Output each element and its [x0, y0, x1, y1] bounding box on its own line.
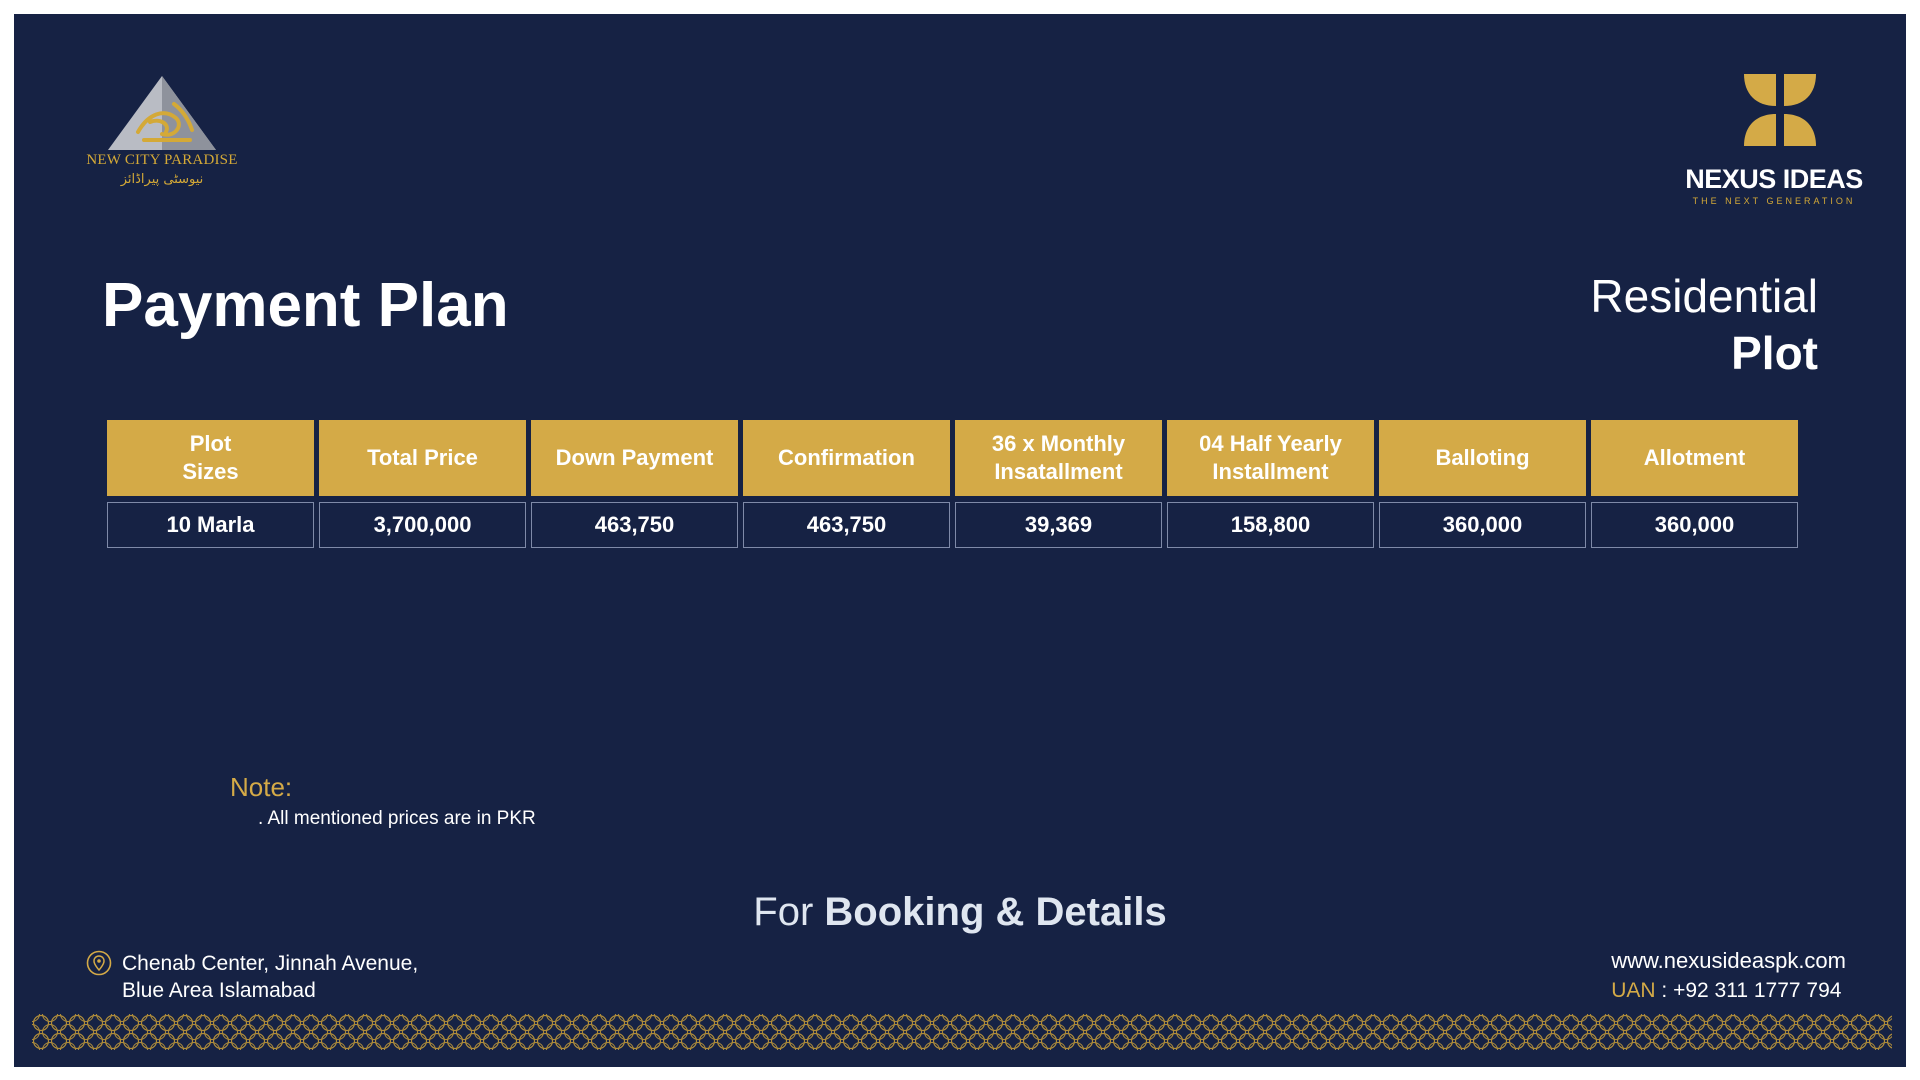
left-logo-english-text: NEW CITY PARADISE	[86, 152, 238, 168]
payment-plan-poster: NEW CITY PARADISE نیوسٹی پیراڈائز NEXUS …	[14, 14, 1906, 1067]
contact-info: www.nexusideaspk.com UAN : +92 311 1777 …	[1611, 946, 1846, 1006]
left-logo-urdu-text: نیوسٹی پیراڈائز	[120, 172, 204, 187]
payment-plan-table: Plot Sizes Total Price Down Payment Conf…	[102, 414, 1803, 554]
right-logo-name: NEXUS IDEAS	[1685, 164, 1863, 194]
table-header-row: Plot Sizes Total Price Down Payment Conf…	[107, 420, 1798, 496]
header-total-price: Total Price	[319, 420, 526, 496]
cell-down-payment: 463,750	[531, 502, 738, 548]
location-pin-icon	[86, 950, 112, 976]
decorative-pattern-border	[32, 1014, 1892, 1050]
note-item: . All mentioned prices are in PKR	[258, 808, 536, 829]
header-balloting: Balloting	[1379, 420, 1586, 496]
booking-prefix: For	[753, 890, 814, 934]
website-link[interactable]: www.nexusideaspk.com	[1611, 948, 1846, 973]
plot-type-heading: Residential Plot	[1590, 268, 1818, 382]
header-plot-sizes: Plot Sizes	[107, 420, 314, 496]
header-allotment: Allotment	[1591, 420, 1798, 496]
booking-bold: Booking & Details	[824, 890, 1167, 934]
plot-type-line1: Residential	[1590, 270, 1818, 322]
plot-type-line2: Plot	[1731, 327, 1818, 379]
booking-heading: For Booking & Details	[14, 890, 1906, 935]
pyramid-emblem-icon	[108, 76, 216, 150]
new-city-paradise-logo: NEW CITY PARADISE نیوسٹی پیراڈائز	[82, 74, 242, 204]
table-row: 10 Marla 3,700,000 463,750 463,750 39,36…	[107, 502, 1798, 548]
cell-monthly-installment: 39,369	[955, 502, 1162, 548]
uan-phone: UAN : +92 311 1777 794	[1611, 976, 1846, 1006]
cell-balloting: 360,000	[1379, 502, 1586, 548]
header-down-payment: Down Payment	[531, 420, 738, 496]
note-label: Note:	[230, 772, 293, 802]
uan-label: UAN	[1611, 979, 1656, 1002]
page-title: Payment Plan	[102, 271, 509, 340]
address-line1: Chenab Center, Jinnah Avenue,	[122, 952, 419, 975]
header-confirmation: Confirmation	[743, 420, 950, 496]
header-monthly-installment: 36 x Monthly Insatallment	[955, 420, 1162, 496]
cell-half-yearly-installment: 158,800	[1167, 502, 1374, 548]
nexus-quad-leaf-icon	[1744, 74, 1816, 146]
cell-allotment: 360,000	[1591, 502, 1798, 548]
nexus-ideas-logo: NEXUS IDEAS THE NEXT GENERATION	[1684, 72, 1864, 212]
cell-plot-size: 10 Marla	[107, 502, 314, 548]
header-half-yearly-installment: 04 Half Yearly Installment	[1167, 420, 1374, 496]
right-logo-tagline: THE NEXT GENERATION	[1692, 196, 1856, 206]
cell-confirmation: 463,750	[743, 502, 950, 548]
uan-number: : +92 311 1777 794	[1661, 979, 1842, 1002]
address-line2: Blue Area Islamabad	[122, 979, 316, 1002]
cell-total-price: 3,700,000	[319, 502, 526, 548]
